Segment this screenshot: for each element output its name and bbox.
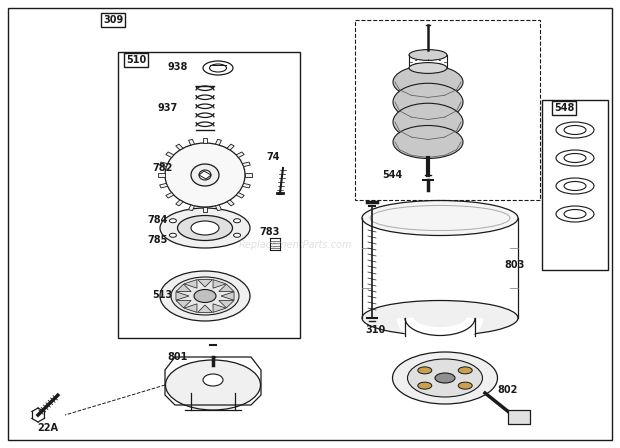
Text: 548: 548 — [554, 103, 574, 113]
Polygon shape — [216, 139, 221, 145]
Polygon shape — [188, 205, 195, 211]
Ellipse shape — [165, 143, 245, 207]
Ellipse shape — [160, 208, 250, 248]
Polygon shape — [176, 284, 191, 292]
Ellipse shape — [169, 219, 177, 223]
Text: ReplacementParts.com: ReplacementParts.com — [238, 240, 352, 250]
Ellipse shape — [407, 359, 482, 397]
Ellipse shape — [458, 382, 472, 389]
Polygon shape — [158, 173, 165, 177]
Text: 802: 802 — [498, 385, 518, 395]
Polygon shape — [198, 280, 213, 287]
Ellipse shape — [458, 367, 472, 374]
Polygon shape — [160, 162, 167, 167]
Ellipse shape — [194, 289, 216, 302]
Polygon shape — [236, 152, 244, 158]
Ellipse shape — [393, 125, 463, 159]
Polygon shape — [242, 183, 250, 188]
Text: 310: 310 — [365, 325, 385, 335]
Text: 801: 801 — [168, 352, 188, 362]
Ellipse shape — [409, 50, 447, 60]
Ellipse shape — [160, 271, 250, 321]
Polygon shape — [219, 284, 234, 292]
Ellipse shape — [234, 233, 241, 237]
Text: 74: 74 — [266, 152, 280, 162]
Ellipse shape — [169, 233, 177, 237]
Polygon shape — [227, 144, 234, 150]
Polygon shape — [160, 183, 167, 188]
Bar — [542, 100, 608, 270]
Ellipse shape — [362, 301, 518, 336]
Text: 782: 782 — [153, 163, 173, 173]
Ellipse shape — [171, 277, 239, 315]
Bar — [118, 52, 300, 338]
Polygon shape — [242, 162, 250, 167]
Ellipse shape — [409, 63, 447, 73]
Ellipse shape — [234, 219, 241, 223]
Polygon shape — [221, 292, 234, 300]
Polygon shape — [175, 200, 183, 206]
Polygon shape — [203, 207, 207, 212]
Ellipse shape — [393, 103, 463, 141]
Polygon shape — [213, 304, 226, 312]
Polygon shape — [184, 280, 197, 288]
Text: 22A: 22A — [37, 423, 58, 433]
Polygon shape — [176, 292, 189, 300]
Text: 544: 544 — [382, 170, 402, 180]
Ellipse shape — [362, 201, 518, 236]
Polygon shape — [175, 144, 183, 150]
Ellipse shape — [393, 65, 463, 99]
Ellipse shape — [393, 83, 463, 121]
Ellipse shape — [418, 382, 432, 389]
Bar — [355, 20, 540, 200]
Text: 785: 785 — [148, 235, 168, 245]
Polygon shape — [176, 301, 191, 308]
Polygon shape — [213, 280, 226, 288]
Polygon shape — [245, 173, 252, 177]
Polygon shape — [198, 305, 213, 312]
Ellipse shape — [166, 360, 260, 410]
Polygon shape — [188, 139, 195, 145]
Text: 513: 513 — [152, 290, 172, 300]
Polygon shape — [216, 205, 221, 211]
Text: 783: 783 — [260, 227, 280, 237]
Text: 784: 784 — [148, 215, 168, 225]
Polygon shape — [236, 193, 244, 198]
Polygon shape — [203, 138, 207, 143]
Ellipse shape — [191, 164, 219, 186]
Polygon shape — [227, 200, 234, 206]
Text: 803: 803 — [505, 260, 525, 270]
Polygon shape — [219, 301, 234, 308]
Ellipse shape — [191, 221, 219, 235]
Ellipse shape — [418, 367, 432, 374]
Ellipse shape — [435, 373, 455, 383]
Text: 309: 309 — [103, 15, 123, 25]
Bar — [508, 410, 530, 424]
Polygon shape — [166, 193, 174, 198]
Ellipse shape — [199, 170, 211, 180]
Ellipse shape — [203, 374, 223, 386]
Polygon shape — [184, 304, 197, 312]
Ellipse shape — [177, 215, 232, 241]
Text: 937: 937 — [158, 103, 178, 113]
Polygon shape — [166, 152, 174, 158]
Ellipse shape — [392, 352, 497, 404]
Text: 510: 510 — [126, 55, 146, 65]
Text: 938: 938 — [168, 62, 188, 72]
